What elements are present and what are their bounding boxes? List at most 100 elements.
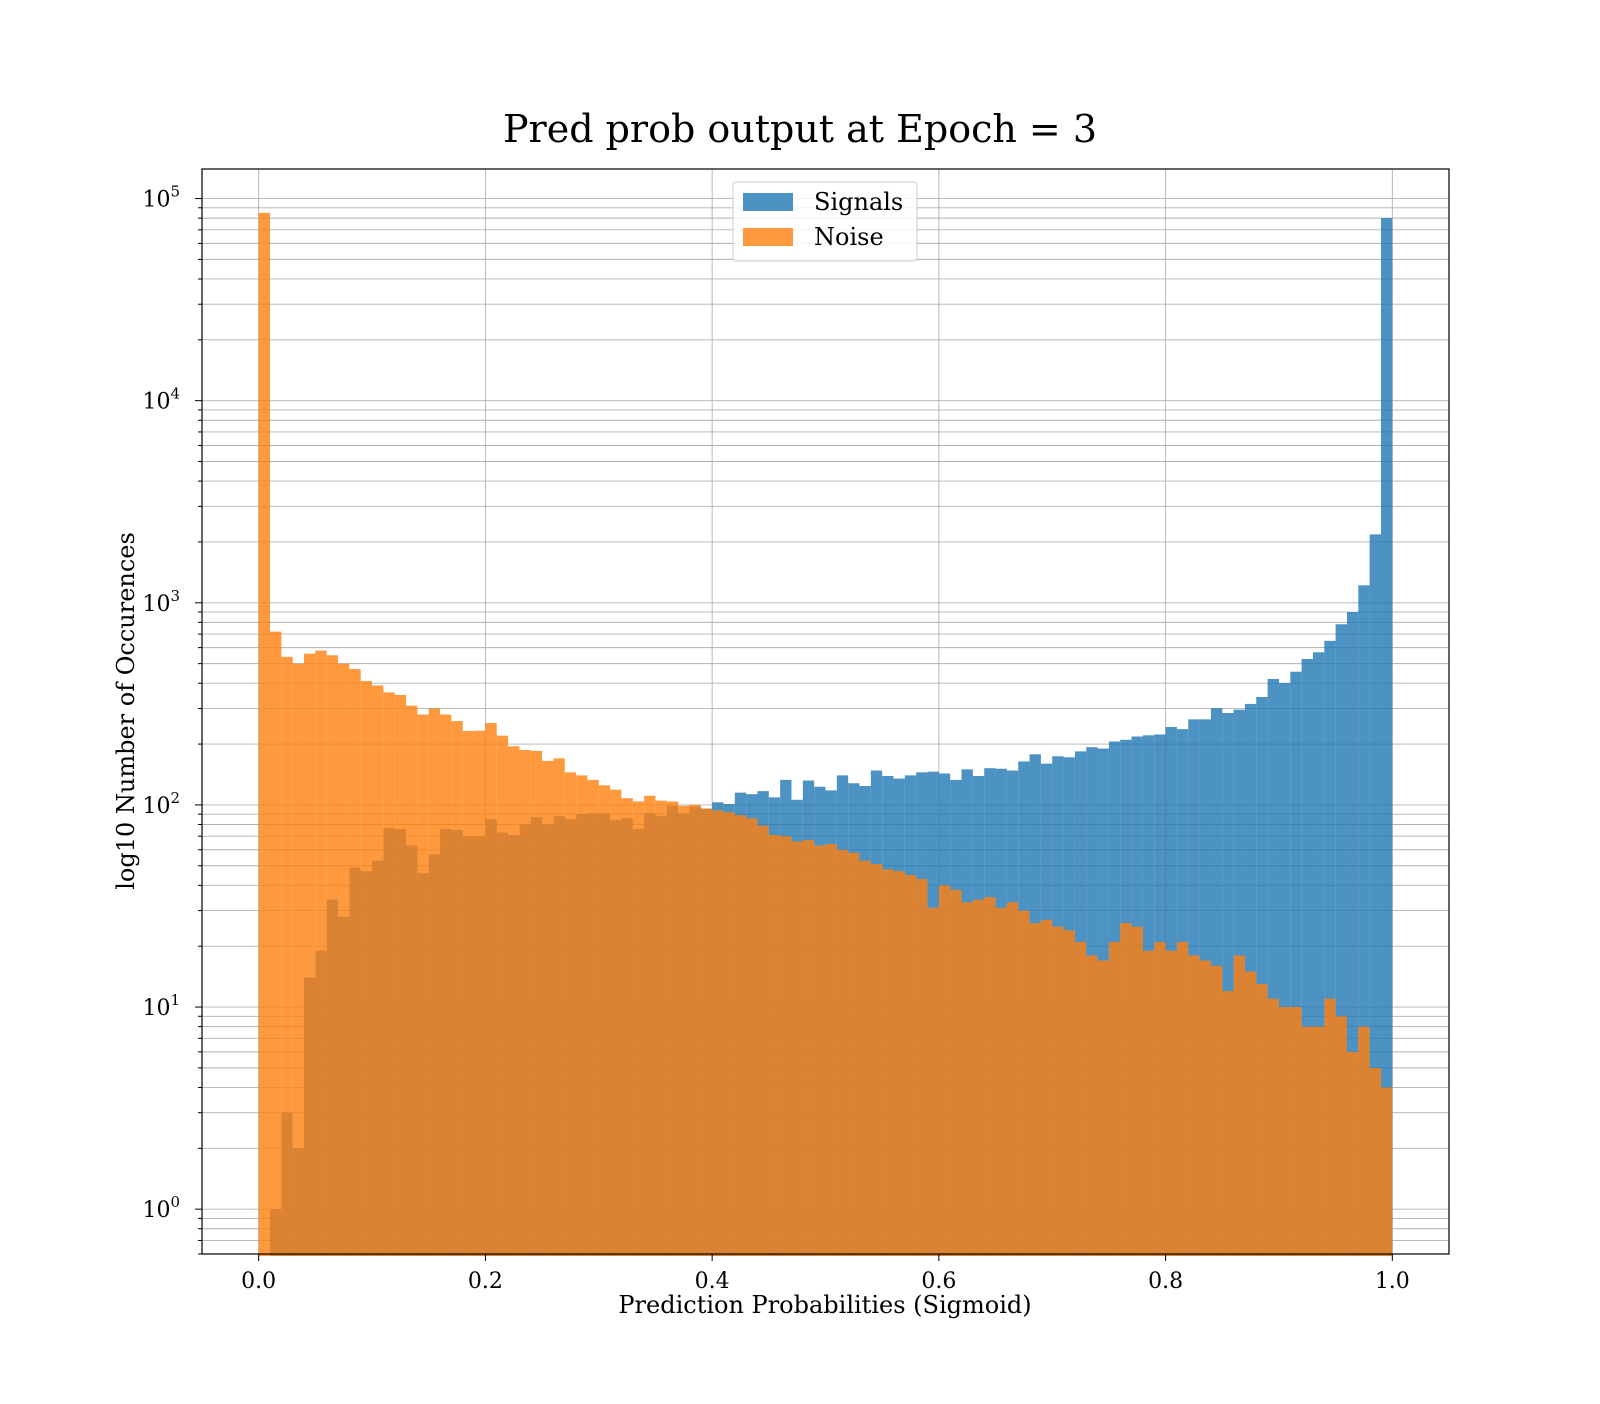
- histogram-bar: [1335, 1016, 1347, 1256]
- histogram-bar: [780, 836, 792, 1256]
- histogram-bar: [451, 721, 463, 1256]
- histogram-bar: [564, 772, 577, 1256]
- histogram-bar: [1086, 955, 1098, 1256]
- histogram-bar: [950, 889, 962, 1256]
- histogram-bar: [1335, 624, 1347, 1256]
- x-tick-label: 0.8: [1148, 1269, 1183, 1294]
- histogram-bar: [508, 746, 520, 1256]
- histogram-bar: [734, 815, 747, 1256]
- y-tick-label: 100: [142, 1193, 180, 1223]
- histogram-bar: [859, 860, 871, 1256]
- histogram-bar: [383, 692, 395, 1256]
- histogram-bar: [1188, 955, 1200, 1256]
- histogram-bar: [1142, 950, 1155, 1256]
- histogram-bar: [610, 789, 622, 1256]
- x-tick-label: 1.0: [1375, 1269, 1410, 1294]
- histogram-bar: [1222, 991, 1234, 1256]
- histogram-bar: [1278, 1007, 1291, 1256]
- histogram-bar: [1154, 941, 1166, 1256]
- histogram-bar: [1097, 960, 1109, 1256]
- bars-layer: [258, 212, 1393, 1256]
- histogram-bar: [1324, 998, 1336, 1256]
- histogram-bar: [1210, 965, 1223, 1256]
- histogram-bar: [904, 875, 917, 1256]
- x-axis-label: Prediction Probabilities (Sigmoid): [618, 1291, 1031, 1319]
- histogram-bar: [1029, 923, 1041, 1256]
- histogram-bar: [394, 694, 407, 1256]
- histogram-bar: [1040, 919, 1053, 1256]
- histogram-bar: [893, 871, 905, 1256]
- histogram-bar: [712, 810, 724, 1256]
- y-tick-label: 101: [142, 991, 180, 1021]
- x-tick-label: 0.2: [468, 1269, 503, 1294]
- histogram-bar: [655, 800, 667, 1256]
- histogram-bar: [632, 801, 645, 1256]
- histogram-bar: [927, 907, 939, 1256]
- histogram-bar: [1369, 534, 1381, 1256]
- histogram-bar: [1131, 926, 1143, 1256]
- histogram-bar: [961, 902, 973, 1256]
- histogram-bar: [1244, 971, 1257, 1256]
- histogram-bar: [836, 849, 849, 1256]
- histogram-bar: [372, 685, 384, 1256]
- histogram-bar: [1380, 1087, 1393, 1256]
- ticks-layer: 0.0 0.2 0.4 0.6 0.8 1.0 100 101 102 103 104 105: [142, 183, 1409, 1294]
- histogram-bar: [666, 801, 679, 1256]
- histogram-bar: [417, 714, 429, 1256]
- histogram-bar: [1018, 910, 1030, 1256]
- histogram-bar: [1301, 1026, 1313, 1256]
- histogram-bar: [757, 825, 769, 1256]
- legend-label-signals: Signals: [814, 188, 903, 216]
- y-tick-label: 105: [142, 183, 180, 213]
- histogram-bar: [1233, 955, 1245, 1256]
- histogram-bar: [1006, 902, 1019, 1256]
- legend-label-noise: Noise: [814, 223, 884, 251]
- histogram-bar: [1199, 960, 1211, 1256]
- histogram-bar: [791, 841, 803, 1256]
- chart-title: Pred prob output at Epoch = 3: [503, 107, 1097, 151]
- histogram-bar: [270, 631, 282, 1256]
- histogram-bar: [746, 818, 758, 1256]
- legend-swatch-noise: [743, 228, 793, 246]
- histogram-bar: [292, 663, 305, 1256]
- histogram-bar: [406, 705, 418, 1256]
- histogram-bar: [1380, 218, 1393, 1256]
- histogram-bar: [870, 864, 883, 1256]
- histogram-bar: [1222, 712, 1234, 1256]
- histogram-bar: [360, 681, 373, 1256]
- histogram-bar: [496, 735, 509, 1256]
- histogram-bar: [1120, 923, 1132, 1256]
- y-tick-label: 104: [142, 385, 180, 415]
- histogram-bar: [972, 899, 985, 1256]
- histogram-bar: [1290, 671, 1302, 1256]
- histogram-bar: [984, 897, 996, 1256]
- plot-frame: [201, 168, 1450, 1255]
- series-noise-bars: [258, 212, 1393, 1256]
- histogram-bar: [542, 760, 554, 1256]
- histogram-bar: [1312, 652, 1325, 1256]
- histogram-bar: [1312, 1026, 1325, 1256]
- histogram-bar: [519, 749, 531, 1256]
- x-tick-label: 0.0: [241, 1269, 276, 1294]
- histogram-bar: [825, 844, 837, 1256]
- histogram-bar: [1369, 1067, 1381, 1256]
- legend-swatch-signals: [743, 193, 793, 211]
- histogram-bar: [553, 758, 565, 1256]
- legend: Signals Noise: [732, 181, 918, 262]
- histogram-bar: [882, 869, 894, 1256]
- histogram-bar: [1063, 930, 1075, 1256]
- histogram-bar: [1176, 941, 1189, 1256]
- histogram-bar: [598, 785, 611, 1256]
- histogram-bar: [1358, 1026, 1370, 1256]
- histogram-bar: [1290, 1007, 1302, 1256]
- histogram-bar: [1256, 984, 1268, 1256]
- histogram-bar: [1324, 640, 1336, 1256]
- histogram-bar: [428, 708, 441, 1256]
- histogram-bar: [723, 812, 735, 1256]
- histogram-bar: [1267, 998, 1279, 1256]
- histogram-bar: [848, 852, 860, 1256]
- histogram-bar: [1346, 612, 1359, 1256]
- histogram-bar: [1256, 696, 1268, 1256]
